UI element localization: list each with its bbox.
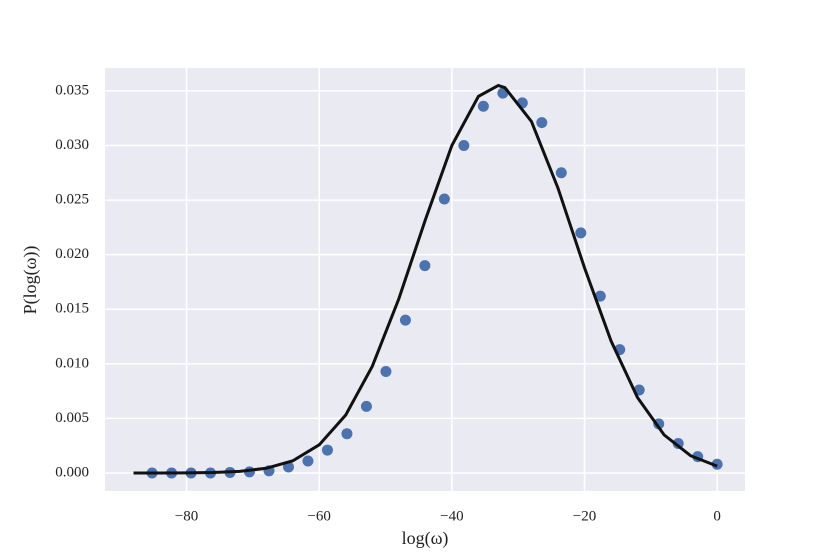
point xyxy=(360,400,372,412)
x-tick-label: −60 xyxy=(307,508,330,524)
point xyxy=(711,458,723,470)
y-tick-label: 0.025 xyxy=(55,192,89,208)
point xyxy=(477,100,489,112)
x-tick-label: −80 xyxy=(175,508,198,524)
point xyxy=(419,260,431,272)
point xyxy=(575,227,587,239)
plot-area xyxy=(105,68,745,491)
point xyxy=(380,365,392,377)
point xyxy=(302,455,314,467)
y-tick-label: 0.035 xyxy=(55,82,89,98)
point xyxy=(321,444,333,456)
y-tick-label: 0.000 xyxy=(55,464,89,480)
point xyxy=(458,140,470,152)
x-tick-label: 0 xyxy=(713,508,721,524)
x-tick-label: −20 xyxy=(573,508,596,524)
x-tick-label: −40 xyxy=(440,508,463,524)
y-tick-label: 0.005 xyxy=(55,410,89,426)
point xyxy=(341,428,353,440)
y-tick-label: 0.030 xyxy=(55,137,89,153)
y-axis-label: P(log(ω)) xyxy=(20,246,41,315)
point xyxy=(438,193,450,205)
point xyxy=(399,314,411,326)
y-tick-label: 0.015 xyxy=(55,301,89,317)
point xyxy=(536,117,548,129)
point xyxy=(594,290,606,302)
y-tick-label: 0.020 xyxy=(55,246,89,262)
curve xyxy=(133,83,718,475)
x-axis-label: log(ω) xyxy=(402,528,449,549)
y-tick-label: 0.010 xyxy=(55,355,89,371)
point xyxy=(555,167,567,179)
